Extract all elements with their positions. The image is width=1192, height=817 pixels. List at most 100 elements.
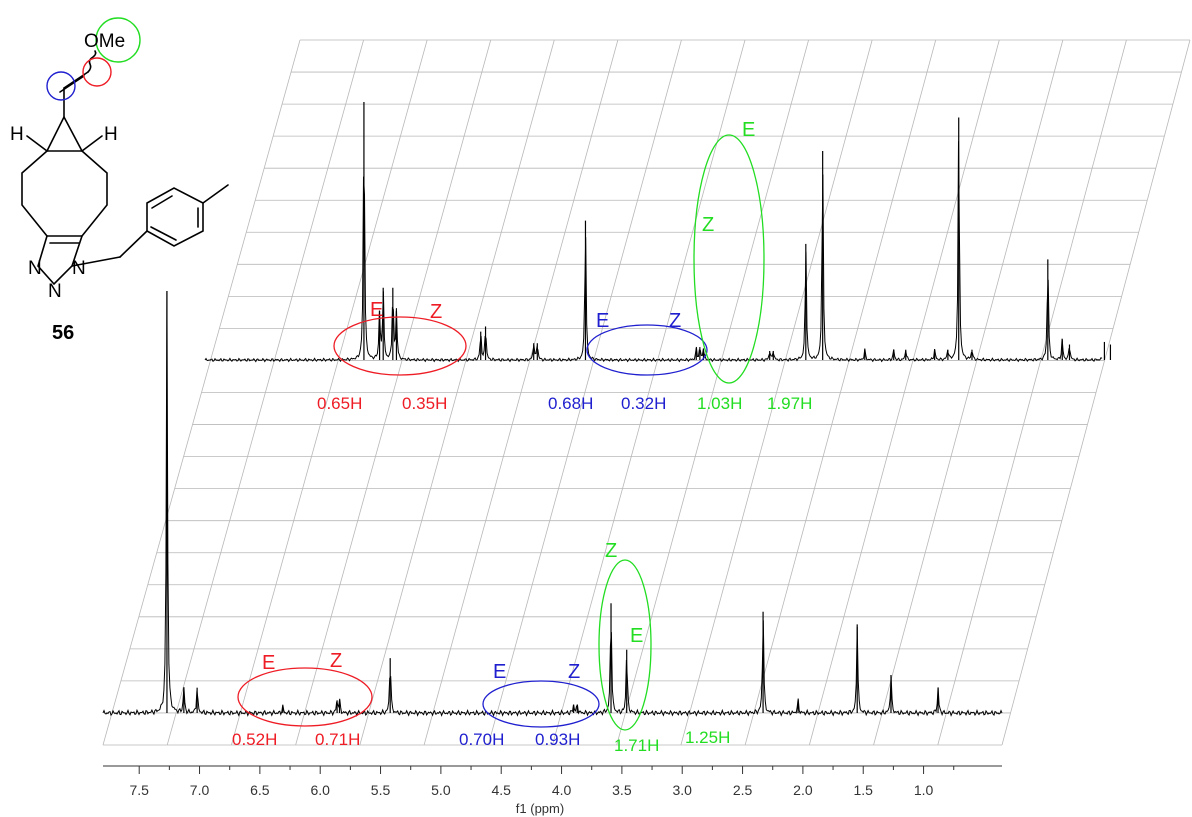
spectrum-trace-top <box>204 141 1103 363</box>
top-integrals: 0.65H 0.35H 0.68H 0.32H 1.03H 1.97H <box>317 394 812 413</box>
ome-label: OMe <box>84 31 125 52</box>
grid-slant <box>616 39 809 746</box>
top-integral-blue-e: 0.68H <box>548 394 593 413</box>
top-integral-red-z: 0.35H <box>402 394 447 413</box>
bottom-blue-e-label: E <box>493 661 506 683</box>
h-left-label: H <box>10 124 24 145</box>
n-label-2: N <box>48 281 62 302</box>
molecule-red-circle <box>82 57 112 87</box>
grid-slant <box>359 39 555 746</box>
top-green-e-label: E <box>742 119 755 141</box>
x-axis: 7.5 7.0 6.5 6.0 5.5 5.0 4.5 4.0 3.5 3.0 2.5 2.0 1.5 1… <box>103 765 1002 816</box>
top-integral-blue-z: 0.32H <box>621 394 666 413</box>
bottom-green-z-label: Z <box>605 540 617 562</box>
benzene-double-3 <box>150 226 177 241</box>
triazole-ring <box>37 235 83 286</box>
x-tick-label: 4.5 <box>491 782 511 798</box>
x-tick-label: 6.0 <box>310 782 330 798</box>
x-tick-label: 1.5 <box>853 782 873 798</box>
x-axis-ticks: 7.5 7.0 6.5 6.0 5.5 5.0 4.5 4.0 3.5 3.0 2.5 2.0 1.5 1… <box>129 766 955 798</box>
x-tick-label: 5.5 <box>371 782 391 798</box>
bottom-annotations: E Z E Z Z E <box>262 540 643 683</box>
bond-ch-ch <box>63 71 89 89</box>
top-blue-z-label: Z <box>669 310 681 332</box>
n-label-1: N <box>28 258 42 279</box>
bottom-red-z-label: Z <box>330 650 342 672</box>
grid-slant <box>744 39 937 746</box>
top-blue-e-label: E <box>596 310 609 332</box>
grid-slant <box>552 39 746 746</box>
bond-h-left <box>26 135 48 152</box>
h-right-label: H <box>104 124 118 145</box>
ring-left <box>21 150 48 237</box>
bottom-integrals: 0.52H 0.71H 0.70H 0.93H 1.71H 1.25H <box>232 728 730 755</box>
cyclopropane-ring <box>45 115 84 152</box>
bottom-integral-blue-e: 0.70H <box>459 730 504 749</box>
top-region-highlights <box>333 134 765 384</box>
bottom-integral-blue-z: 0.93H <box>535 730 580 749</box>
bottom-integral-green-e: 1.25H <box>685 728 730 747</box>
x-tick-label: 1.0 <box>914 782 934 798</box>
bottom-green-region-ellipse <box>598 559 652 731</box>
bond-double-offset <box>59 75 85 93</box>
spectrum-trace-bottom <box>102 291 1003 717</box>
x-tick-label: 2.0 <box>793 782 813 798</box>
x-tick-label: 7.5 <box>129 782 149 798</box>
top-red-e-label: E <box>370 299 383 321</box>
x-tick-label: 7.0 <box>190 782 210 798</box>
grid-slant <box>166 39 364 746</box>
x-tick-label: 5.0 <box>431 782 451 798</box>
grid-slant <box>102 39 301 746</box>
molecule-blue-circle <box>46 71 76 101</box>
bottom-red-region-ellipse <box>237 667 373 727</box>
bond-ch2-ph <box>119 230 148 258</box>
x-tick-label: 4.0 <box>552 782 572 798</box>
top-red-region-ellipse <box>333 316 467 376</box>
top-integral-green-z: 1.03H <box>697 394 742 413</box>
bottom-green-e-label: E <box>630 625 643 647</box>
bond-h-right <box>81 135 103 152</box>
top-red-z-label: Z <box>430 301 442 323</box>
x-tick-label: 6.5 <box>250 782 270 798</box>
x-tick-label: 2.5 <box>733 782 753 798</box>
bottom-integral-green-z: 1.71H <box>614 736 659 755</box>
bottom-blue-z-label: Z <box>568 661 580 683</box>
bottom-red-e-label: E <box>262 652 275 674</box>
grid-slant <box>937 39 1127 746</box>
wavy-bond <box>87 50 97 73</box>
top-blue-region-ellipse <box>586 324 708 376</box>
spectra-group <box>102 102 1112 717</box>
top-green-z-label: Z <box>702 214 714 236</box>
bond-n-ch2 <box>71 256 121 267</box>
molecule-structure <box>21 50 229 286</box>
molecule-green-circle <box>95 17 141 63</box>
grid-slant <box>295 39 492 746</box>
compound-number: 56 <box>52 322 74 344</box>
grid-slant <box>487 39 682 746</box>
bottom-region-highlights <box>237 559 652 731</box>
grid-slant <box>873 39 1064 746</box>
x-tick-label: 3.5 <box>612 782 632 798</box>
ring-right <box>81 150 108 237</box>
bottom-integral-red-e: 0.52H <box>232 730 277 749</box>
grid-slant <box>808 39 1000 746</box>
benzene-double-1 <box>151 195 173 209</box>
bottom-integral-red-z: 0.71H <box>315 730 360 749</box>
x-axis-label: f1 (ppm) <box>516 801 564 816</box>
molecule-labels: OMe H H N N N 56 <box>10 31 125 344</box>
perspective-grid <box>102 39 1191 746</box>
grid-slant <box>231 39 428 746</box>
top-integral-green-e: 1.97H <box>767 394 812 413</box>
bottom-blue-region-ellipse <box>482 680 600 728</box>
top-green-region-ellipse <box>693 134 765 384</box>
top-integral-red-e: 0.65H <box>317 394 362 413</box>
grid-slant <box>680 39 873 746</box>
bond-methyl <box>202 184 229 204</box>
x-tick-label: 3.0 <box>672 782 692 798</box>
benzene-ring <box>146 187 204 247</box>
grid-slant <box>423 39 619 746</box>
top-annotations: E Z E Z Z E <box>370 119 755 332</box>
grid-slant <box>1001 39 1191 746</box>
n-label-3: N <box>72 258 86 279</box>
